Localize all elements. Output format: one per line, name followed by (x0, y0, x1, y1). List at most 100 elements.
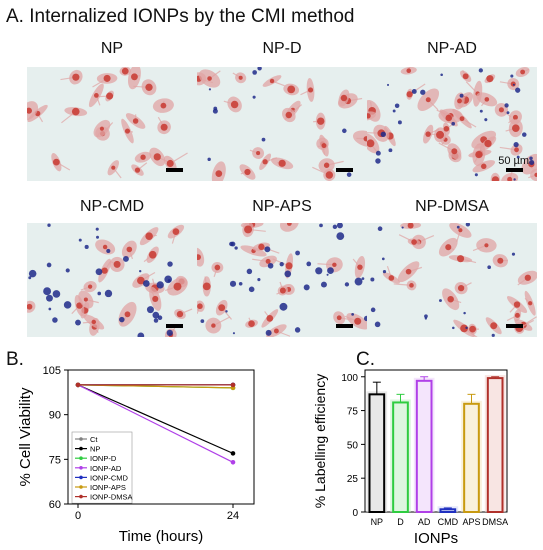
cell-nucleus (406, 91, 413, 98)
cell-nucleus (425, 131, 431, 137)
iron-particles (157, 315, 163, 321)
x-axis-label: Time (hours) (119, 528, 203, 544)
iron-particles (52, 317, 58, 323)
iron-particles (78, 238, 82, 242)
iron-particles (139, 269, 142, 273)
cell-nucleus (279, 287, 286, 294)
iron-particles (342, 128, 347, 134)
iron-particles (375, 158, 381, 164)
cell-nucleus (173, 282, 182, 291)
iron-particles (522, 132, 527, 137)
x-tick-label: NP (371, 517, 384, 527)
iron-particles (234, 246, 238, 250)
cell-nucleus (512, 124, 520, 132)
cell-nucleus (445, 244, 452, 251)
cell-nucleus (409, 283, 414, 288)
iron-particles (479, 109, 483, 113)
bar-glow (413, 377, 435, 512)
x-tick-label: APS (462, 517, 480, 527)
iron-particles (513, 178, 516, 181)
iron-particles (306, 261, 312, 267)
scale-bar (336, 168, 353, 172)
iron-particles (84, 244, 89, 249)
iron-particles (48, 307, 52, 311)
iron-particles (456, 225, 460, 229)
iron-particles (529, 159, 535, 166)
cell-texture (367, 67, 537, 181)
iron-particles (361, 277, 365, 280)
cell-nucleus (332, 262, 337, 268)
iron-particles (229, 280, 237, 287)
iron-particles (504, 103, 509, 108)
legend-marker (79, 456, 83, 460)
iron-particles (152, 311, 160, 319)
cell-process (418, 234, 435, 243)
iron-particles (392, 109, 396, 113)
iron-particles (459, 93, 464, 98)
legend-marker (79, 494, 83, 499)
cell-nucleus (207, 76, 212, 81)
iron-particles (63, 301, 72, 309)
cell-texture (197, 223, 367, 337)
iron-particles (315, 267, 323, 275)
cell-nucleus (256, 151, 261, 156)
cell-nucleus (160, 123, 168, 131)
cell-nucleus (72, 73, 80, 81)
iron-particles (510, 74, 514, 78)
micrograph-title-np-aps: NP-APS (252, 198, 312, 215)
labelling-efficiency-chart: 0 25 50 75 100 NP D AD CMD APS DMSA IONPs % Labellin… (312, 369, 508, 547)
bar (486, 377, 504, 513)
cell-nucleus (513, 301, 521, 308)
cell-nucleus (336, 315, 342, 321)
series-line (77, 384, 234, 463)
iron-particles (207, 157, 211, 162)
cell-texture (27, 223, 193, 337)
cell-nucleus (451, 148, 458, 155)
cell-nucleus (406, 68, 412, 74)
cell-texture (370, 223, 537, 337)
iron-particles (513, 142, 519, 148)
iron-particles (97, 291, 102, 296)
cell-nucleus (218, 304, 226, 312)
scale-bar (166, 324, 183, 328)
cell-nucleus (269, 78, 275, 84)
cell-nucleus (367, 139, 375, 148)
iron-particles (478, 68, 483, 73)
cell-nucleus (491, 176, 500, 181)
cell-nucleus (99, 126, 105, 131)
iron-particles (511, 252, 516, 256)
cell-process (85, 298, 99, 304)
cell-nucleus (354, 317, 362, 325)
cell-nucleus (287, 223, 292, 226)
iron-particles (279, 302, 288, 311)
cell-nucleus (214, 264, 221, 271)
cell-nucleus (27, 303, 33, 310)
iron-particles (370, 307, 376, 313)
cell-nucleus (357, 264, 363, 270)
iron-particles (529, 156, 533, 161)
cell-nucleus (524, 274, 531, 281)
cell-nucleus (202, 282, 211, 291)
bar-glow (390, 399, 411, 512)
cell-nucleus (273, 328, 279, 334)
panel-b-letter: B. (6, 349, 24, 370)
iron-particles (374, 321, 381, 328)
micrograph-title-np: NP (100, 40, 124, 57)
cell-nucleus (469, 325, 476, 333)
legend-marker (79, 437, 83, 441)
cell-nucleus (436, 130, 445, 139)
scale-bar (166, 168, 183, 172)
legend-label: IONP-APS (90, 483, 126, 492)
cell-nucleus (197, 303, 203, 310)
cell-nucleus (285, 262, 293, 270)
cell-nucleus (475, 150, 483, 159)
bar-glow (366, 391, 388, 512)
scale-bar (336, 324, 353, 328)
cell-nucleus (278, 159, 286, 167)
iron-particles (252, 95, 256, 99)
legend-label: IONP-CMD (90, 473, 128, 482)
iron-particles (28, 276, 32, 280)
micrograph-np-ad: 50 µm (367, 67, 537, 181)
bar-glow (484, 375, 506, 512)
micrograph-title-np-ad: NP-AD (427, 40, 477, 57)
